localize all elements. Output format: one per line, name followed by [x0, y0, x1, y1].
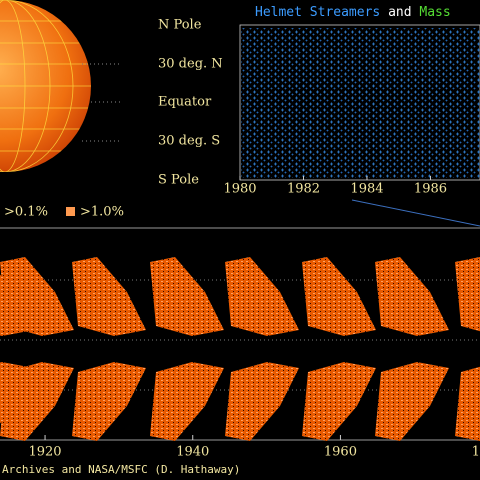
latitude-label: S Pole	[158, 173, 199, 188]
latitude-label: 30 deg. S	[158, 134, 220, 149]
title-segment: and	[388, 5, 419, 20]
legend-swatch	[66, 207, 75, 216]
x-tick-label: 1940	[176, 445, 209, 460]
latitude-leaders	[82, 63, 120, 142]
streamer-field	[241, 28, 480, 178]
x-tick-label: 1986	[414, 182, 447, 197]
x-tick-label: 1980	[223, 182, 256, 197]
latitude-label: 30 deg. N	[158, 57, 223, 72]
credit: Archives and NASA/MSFC (D. Hathaway)	[2, 463, 240, 476]
latitude-label: N Pole	[158, 18, 202, 33]
title-segment: Mass	[419, 5, 450, 20]
title-segment: Helmet Streamers	[255, 5, 388, 20]
x-tick-label: 1982	[287, 182, 320, 197]
legend-label: >1.0%	[80, 205, 124, 220]
latitude-label: Equator	[158, 95, 212, 110]
legend-label: >0.1%	[4, 205, 48, 220]
x-tick-label: 1984	[350, 182, 383, 197]
zoom-line	[351, 199, 480, 227]
x-tick-label: 1920	[28, 445, 61, 460]
x-tick-label: 1960	[324, 445, 357, 460]
butterfly-wings	[0, 257, 480, 441]
chart-title: Helmet Streamers and Mass	[255, 5, 451, 20]
x-tick-label: 1980	[472, 445, 480, 460]
sun	[0, 0, 91, 172]
